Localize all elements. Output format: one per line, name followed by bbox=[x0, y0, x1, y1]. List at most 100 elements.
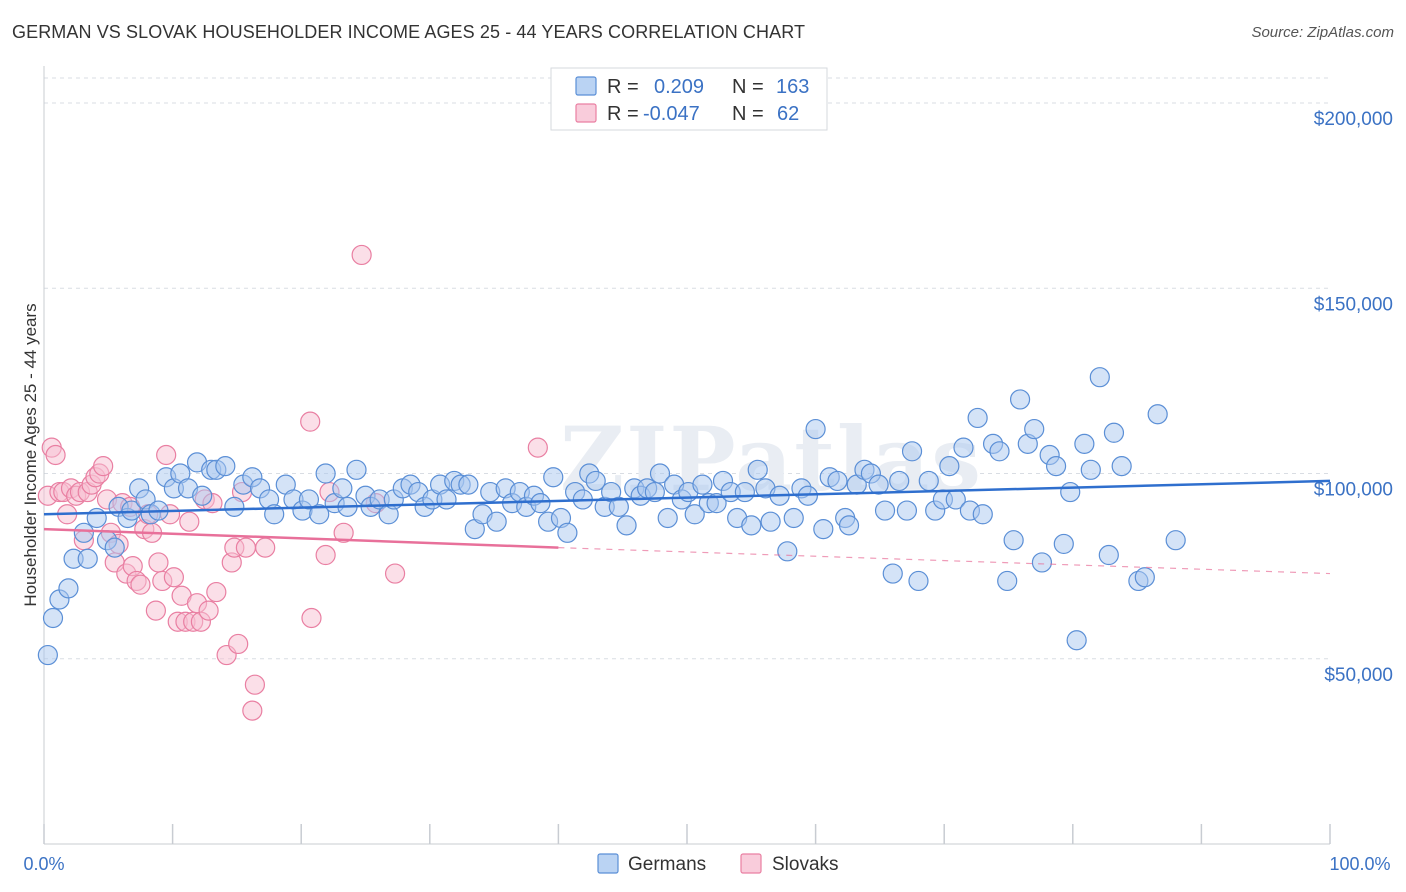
germans-point-119 bbox=[901, 441, 923, 462]
germans-point-148 bbox=[1111, 456, 1132, 477]
slovaks-point-42 bbox=[198, 600, 219, 621]
germans-point-95 bbox=[734, 481, 755, 503]
germans-point-41 bbox=[346, 459, 367, 480]
germans-point-60 bbox=[486, 511, 507, 532]
germans-point-37 bbox=[315, 463, 336, 484]
y-tick-labels: $50,000 $100,000 $150,000 $200,000 bbox=[1314, 109, 1393, 686]
legend-top: R = 0.209 N = 163 R = -0.047 N = 62 bbox=[550, 67, 828, 131]
slovaks-point-37 bbox=[179, 511, 200, 532]
germans-point-68 bbox=[543, 467, 564, 488]
legend-germans-r-value: 0.209 bbox=[654, 76, 704, 98]
germans-point-53 bbox=[436, 489, 457, 510]
legend-germans-n-value: 163 bbox=[776, 76, 809, 98]
slovaks-point-54 bbox=[300, 411, 321, 432]
slovaks-trend-line bbox=[43, 527, 559, 549]
germans-point-141 bbox=[1060, 481, 1081, 503]
germans-point-91 bbox=[706, 493, 727, 514]
slovaks-point-55 bbox=[301, 607, 322, 629]
germans-point-110 bbox=[838, 515, 860, 536]
slovaks-point-61 bbox=[384, 563, 406, 584]
bottom-legend-germans-label: Germans bbox=[628, 854, 706, 875]
y-tick-label-3: $200,000 bbox=[1314, 109, 1393, 130]
y-tick-label-1: $100,000 bbox=[1314, 480, 1393, 501]
germans-point-129 bbox=[972, 504, 993, 525]
slovaks-point-2 bbox=[45, 444, 66, 466]
germans-point-101 bbox=[777, 541, 798, 562]
germans-point-126 bbox=[953, 437, 974, 458]
germans-point-22 bbox=[192, 485, 213, 506]
legend-bottom: Germans Slovaks bbox=[597, 853, 839, 875]
slovaks-point-31 bbox=[156, 444, 177, 466]
slovaks-point-29 bbox=[148, 552, 169, 573]
germans-point-134 bbox=[1009, 389, 1031, 410]
bottom-legend-slovaks-label: Slovaks bbox=[772, 854, 839, 875]
germans-point-131 bbox=[989, 441, 1010, 462]
germans-point-77 bbox=[608, 496, 629, 517]
slovaks-point-14 bbox=[93, 456, 114, 477]
legend-germans-swatch bbox=[575, 76, 597, 96]
germans-point-137 bbox=[1031, 552, 1053, 573]
germans-point-83 bbox=[649, 463, 671, 484]
germans-point-25 bbox=[215, 456, 236, 477]
germans-point-26 bbox=[224, 496, 245, 517]
germans-point-88 bbox=[684, 504, 705, 525]
germans-point-6 bbox=[77, 548, 98, 569]
germans-point-106 bbox=[813, 518, 834, 540]
germans-point-39 bbox=[332, 478, 353, 499]
legend-slovaks-n-value: 62 bbox=[777, 103, 799, 125]
chart-title: GERMAN VS SLOVAK HOUSEHOLDER INCOME AGES… bbox=[12, 22, 806, 42]
germans-point-124 bbox=[939, 456, 960, 477]
slovaks-point-53 bbox=[255, 537, 276, 558]
slovaks-point-58 bbox=[333, 522, 354, 543]
source-credit: Source: ZipAtlas.com bbox=[1251, 24, 1394, 41]
bottom-legend-germans-swatch bbox=[597, 853, 619, 874]
y-tick-label-0: $50,000 bbox=[1324, 665, 1393, 686]
germans-point-99 bbox=[760, 511, 781, 532]
legend-slovaks-swatch bbox=[575, 103, 597, 123]
axes bbox=[43, 66, 1331, 845]
legend-germans-n-label: N = bbox=[732, 76, 764, 98]
slovaks-point-56 bbox=[315, 544, 336, 566]
slovaks-point-59 bbox=[351, 244, 372, 266]
slovaks-points bbox=[37, 244, 548, 721]
germans-point-82 bbox=[644, 481, 665, 503]
x-tick-label-min: 0.0% bbox=[23, 854, 64, 874]
germans-point-151 bbox=[1147, 404, 1168, 425]
germans-point-1 bbox=[42, 607, 64, 629]
slovaks-point-48 bbox=[228, 633, 249, 655]
germans-point-144 bbox=[1080, 459, 1101, 480]
germans-point-108 bbox=[827, 470, 848, 492]
germans-point-118 bbox=[896, 500, 918, 521]
slovaks-point-51 bbox=[242, 700, 263, 721]
legend-slovaks-r-value: -0.047 bbox=[643, 103, 700, 125]
germans-point-0 bbox=[37, 644, 58, 666]
y-axis-label: Householder Income Ages 25 - 44 years bbox=[21, 303, 40, 606]
germans-point-96 bbox=[741, 515, 762, 536]
germans-point-147 bbox=[1103, 422, 1125, 443]
slovaks-point-50 bbox=[235, 537, 257, 558]
germans-point-84 bbox=[657, 507, 678, 529]
bottom-legend-slovaks-swatch bbox=[740, 853, 762, 874]
germans-point-139 bbox=[1045, 456, 1067, 477]
germans-point-102 bbox=[783, 507, 804, 529]
germans-point-36 bbox=[309, 504, 330, 525]
germans-point-140 bbox=[1053, 533, 1074, 555]
germans-point-114 bbox=[868, 474, 889, 495]
germans-point-143 bbox=[1074, 433, 1095, 454]
slovaks-point-24 bbox=[130, 574, 151, 595]
germans-point-105 bbox=[805, 418, 826, 440]
germans-point-117 bbox=[889, 470, 910, 492]
legend-germans-r-label: R = bbox=[607, 76, 639, 98]
germans-point-9 bbox=[104, 537, 125, 558]
slovaks-point-44 bbox=[206, 581, 227, 603]
germans-point-115 bbox=[874, 500, 896, 521]
slovaks-point-62 bbox=[527, 437, 548, 458]
legend-box bbox=[550, 67, 828, 131]
germans-point-116 bbox=[882, 563, 903, 584]
germans-point-89 bbox=[692, 474, 713, 495]
slovaks-point-28 bbox=[145, 600, 166, 621]
germans-point-7 bbox=[86, 507, 107, 529]
germans-point-132 bbox=[997, 570, 1018, 592]
germans-point-152 bbox=[1165, 530, 1186, 551]
